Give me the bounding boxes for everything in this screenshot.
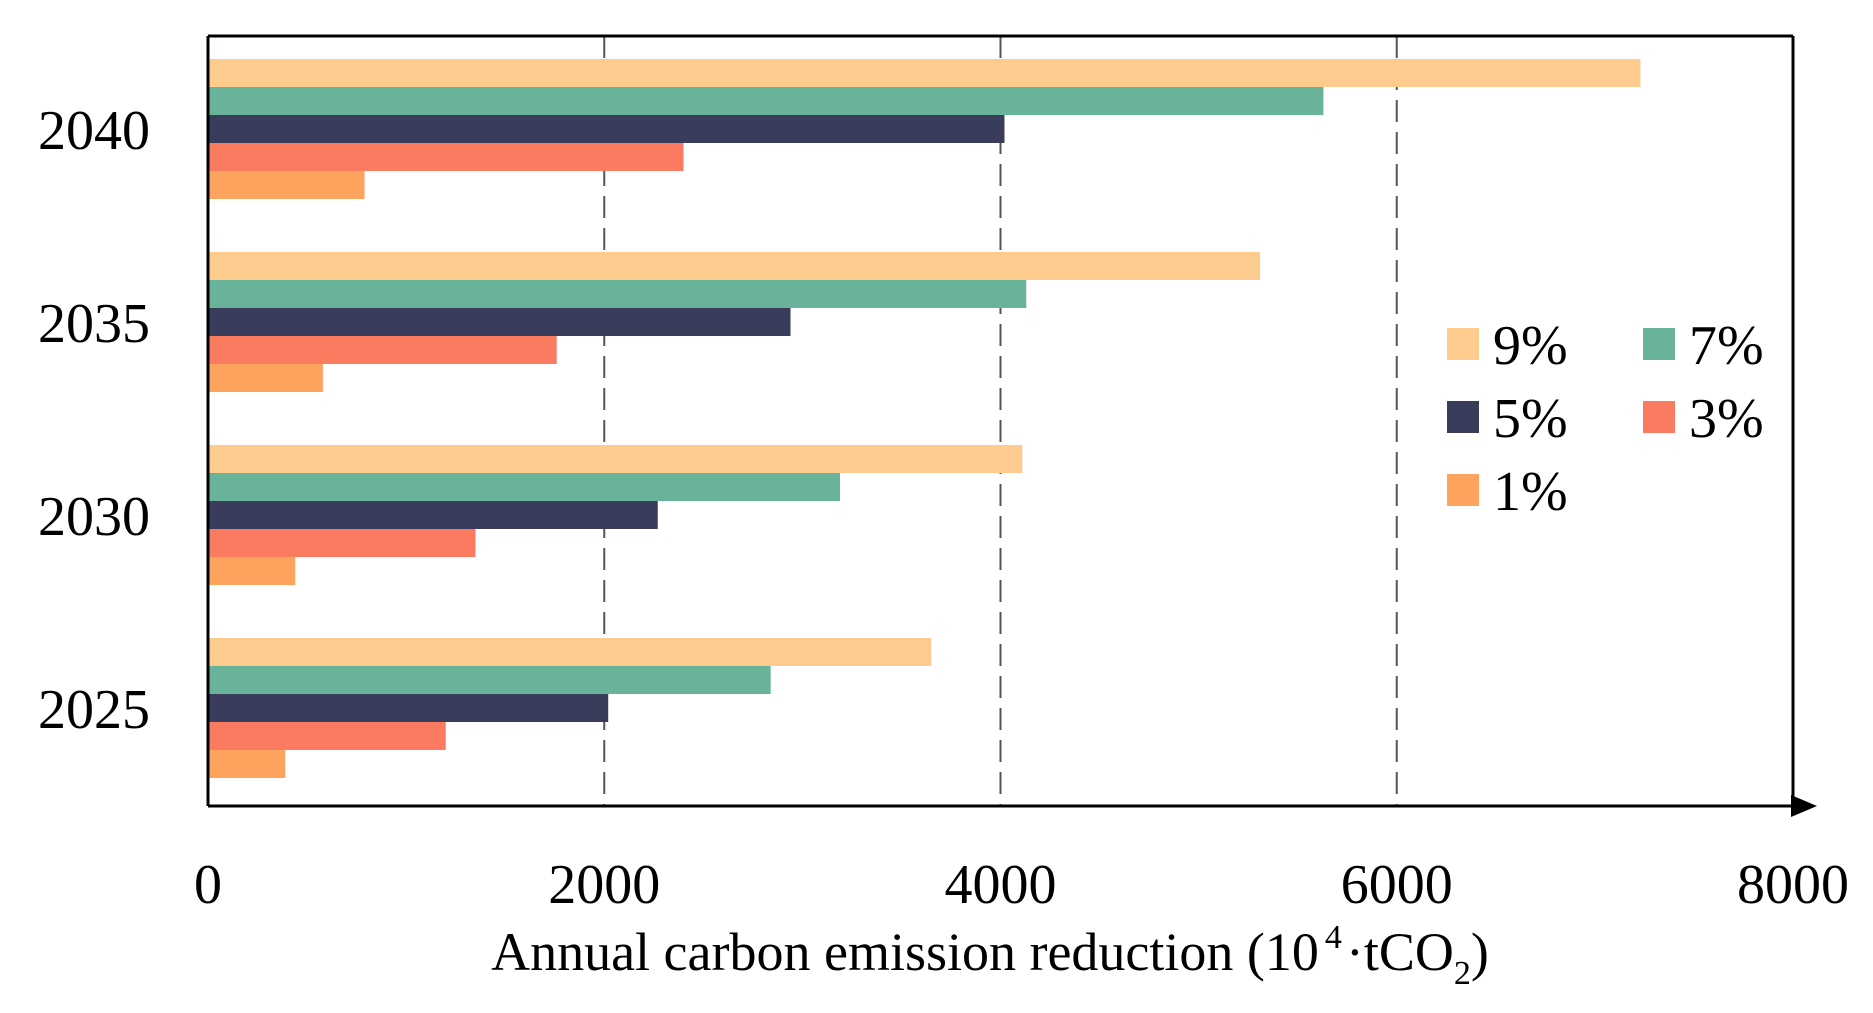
- legend-swatch-3pct: [1643, 401, 1675, 433]
- legend-label-3pct: 3%: [1689, 388, 1764, 450]
- bar-2025-7pct: [209, 666, 771, 694]
- legend-label-1pct: 1%: [1493, 461, 1568, 523]
- bar-2035-7pct: [209, 280, 1027, 308]
- category-label-2040: 2040: [38, 100, 150, 162]
- bar-2030-5pct: [209, 501, 658, 529]
- legend-label-5pct: 5%: [1493, 388, 1568, 450]
- bar-2035-5pct: [209, 308, 791, 336]
- legend: 9% 7% 5% 3% 1%: [1447, 315, 1764, 523]
- bar-2040-3pct: [209, 143, 684, 171]
- legend-swatch-9pct: [1447, 328, 1479, 360]
- bar-2035-9pct: [209, 252, 1261, 280]
- bar-2030-7pct: [209, 473, 841, 501]
- bar-2030-3pct: [209, 529, 476, 557]
- bar-2025-3pct: [209, 722, 446, 750]
- legend-swatch-1pct: [1447, 474, 1479, 506]
- bar-2030-9pct: [209, 445, 1023, 473]
- bar-2035-1pct: [209, 364, 323, 392]
- x-tick-label-4000: 4000: [945, 854, 1057, 916]
- x-tick-label-0: 0: [194, 854, 222, 916]
- x-tick-labels: 0 2000 4000 6000 8000: [194, 854, 1849, 916]
- legend-label-9pct: 9%: [1493, 315, 1568, 377]
- bars: [209, 59, 1641, 778]
- x-tick-label-2000: 2000: [548, 854, 660, 916]
- bar-2040-5pct: [209, 115, 1005, 143]
- x-axis-arrow: [1791, 795, 1817, 817]
- category-label-2030: 2030: [38, 486, 150, 548]
- bar-2040-7pct: [209, 87, 1324, 115]
- axes: [206, 34, 1817, 817]
- x-axis-title-subscript: 2: [1454, 955, 1471, 992]
- x-axis-title: Annual carbon emission reduction (10 4·tC…: [491, 919, 1489, 992]
- bar-2035-3pct: [209, 336, 557, 364]
- category-label-2025: 2025: [38, 679, 150, 741]
- x-axis-title-superscript: 4: [1325, 919, 1342, 956]
- legend-label-7pct: 7%: [1689, 315, 1764, 377]
- bar-2030-1pct: [209, 557, 296, 585]
- bar-2040-9pct: [209, 59, 1641, 87]
- x-axis-title-unit: ·tCO: [1346, 922, 1454, 982]
- category-labels: 2040 2035 2030 2025: [38, 100, 150, 741]
- category-label-2035: 2035: [38, 293, 150, 355]
- x-axis-title-main: Annual carbon emission reduction (10: [491, 922, 1319, 982]
- bar-2025-9pct: [209, 638, 932, 666]
- bar-2040-1pct: [209, 171, 365, 199]
- bar-2025-1pct: [209, 750, 286, 778]
- bar-2025-5pct: [209, 694, 609, 722]
- x-axis-title-close: ): [1471, 922, 1489, 982]
- legend-swatch-5pct: [1447, 401, 1479, 433]
- legend-swatch-7pct: [1643, 328, 1675, 360]
- x-tick-label-6000: 6000: [1341, 854, 1453, 916]
- x-tick-label-8000: 8000: [1737, 854, 1849, 916]
